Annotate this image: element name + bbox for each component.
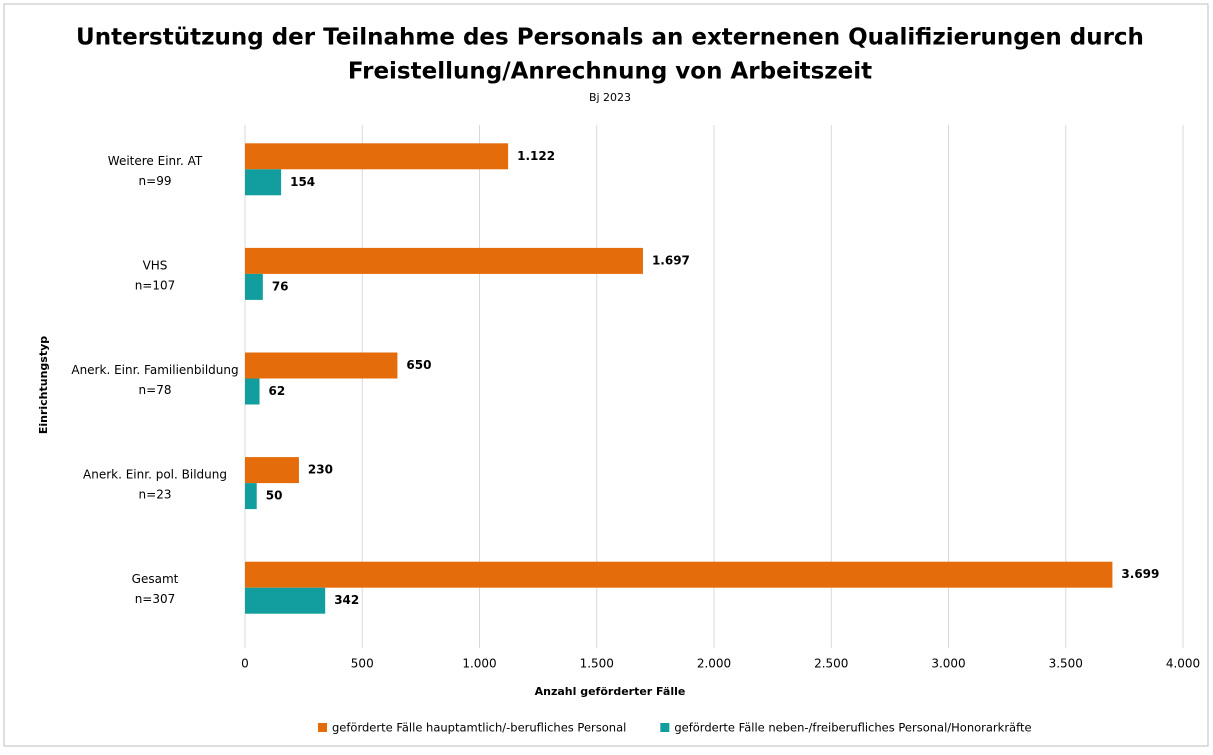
y-tick-label: VHS bbox=[143, 258, 168, 272]
x-tick-label: 3.500 bbox=[1049, 657, 1083, 671]
bar bbox=[245, 273, 263, 300]
bar bbox=[245, 483, 257, 510]
x-tick-label: 1.500 bbox=[580, 657, 614, 671]
bar bbox=[245, 457, 299, 484]
x-tick-label: 2.500 bbox=[814, 657, 848, 671]
y-tick-label: n=107 bbox=[135, 278, 176, 292]
data-label: 50 bbox=[266, 489, 283, 503]
bar bbox=[245, 143, 509, 170]
bar bbox=[245, 561, 1113, 588]
chart-title: Unterstützung der Teilnahme des Personal… bbox=[76, 25, 1144, 51]
x-tick-label: 0 bbox=[241, 657, 249, 671]
data-label: 1.697 bbox=[652, 253, 690, 267]
data-label: 342 bbox=[334, 593, 359, 607]
legend-label: geförderte Fälle hauptamtlich/-beruflich… bbox=[332, 721, 626, 735]
y-axis-label: Einrichtungstyp bbox=[37, 336, 50, 434]
y-tick-label: Weitere Einr. AT bbox=[108, 154, 203, 168]
y-tick-label: Gesamt bbox=[132, 572, 179, 586]
bar bbox=[245, 378, 260, 405]
y-tick-label: n=78 bbox=[139, 383, 172, 397]
x-tick-label: 3.000 bbox=[931, 657, 965, 671]
x-tick-label: 1.000 bbox=[462, 657, 496, 671]
y-tick-label: Anerk. Einr. Familienbildung bbox=[71, 363, 238, 377]
x-axis-label: Anzahl geförderter Fälle bbox=[535, 685, 686, 698]
legend-swatch bbox=[660, 723, 670, 732]
data-label: 154 bbox=[290, 175, 315, 189]
bar bbox=[245, 352, 398, 379]
y-tick-label: Anerk. Einr. pol. Bildung bbox=[83, 468, 227, 482]
data-label: 62 bbox=[269, 384, 286, 398]
chart-subtitle: Bj 2023 bbox=[589, 91, 631, 104]
y-tick-label: n=307 bbox=[135, 592, 176, 606]
x-tick-label: 2.000 bbox=[697, 657, 731, 671]
x-tick-label: 4.000 bbox=[1166, 657, 1200, 671]
y-tick-label: n=23 bbox=[139, 488, 172, 502]
bar bbox=[245, 169, 282, 196]
data-label: 1.122 bbox=[517, 149, 555, 163]
data-label: 230 bbox=[308, 463, 333, 477]
chart-frame bbox=[3, 3, 1209, 747]
data-label: 3.699 bbox=[1121, 567, 1159, 581]
legend-label: geförderte Fälle neben-/freiberufliches … bbox=[674, 721, 1031, 735]
data-label: 650 bbox=[406, 358, 431, 372]
x-tick-label: 500 bbox=[351, 657, 374, 671]
bar bbox=[245, 587, 326, 614]
bar bbox=[245, 247, 643, 274]
data-label: 76 bbox=[272, 279, 289, 293]
legend-swatch bbox=[318, 723, 327, 732]
y-tick-label: n=99 bbox=[139, 174, 172, 188]
chart-title: Freistellung/Anrechnung von Arbeitszeit bbox=[348, 59, 872, 85]
